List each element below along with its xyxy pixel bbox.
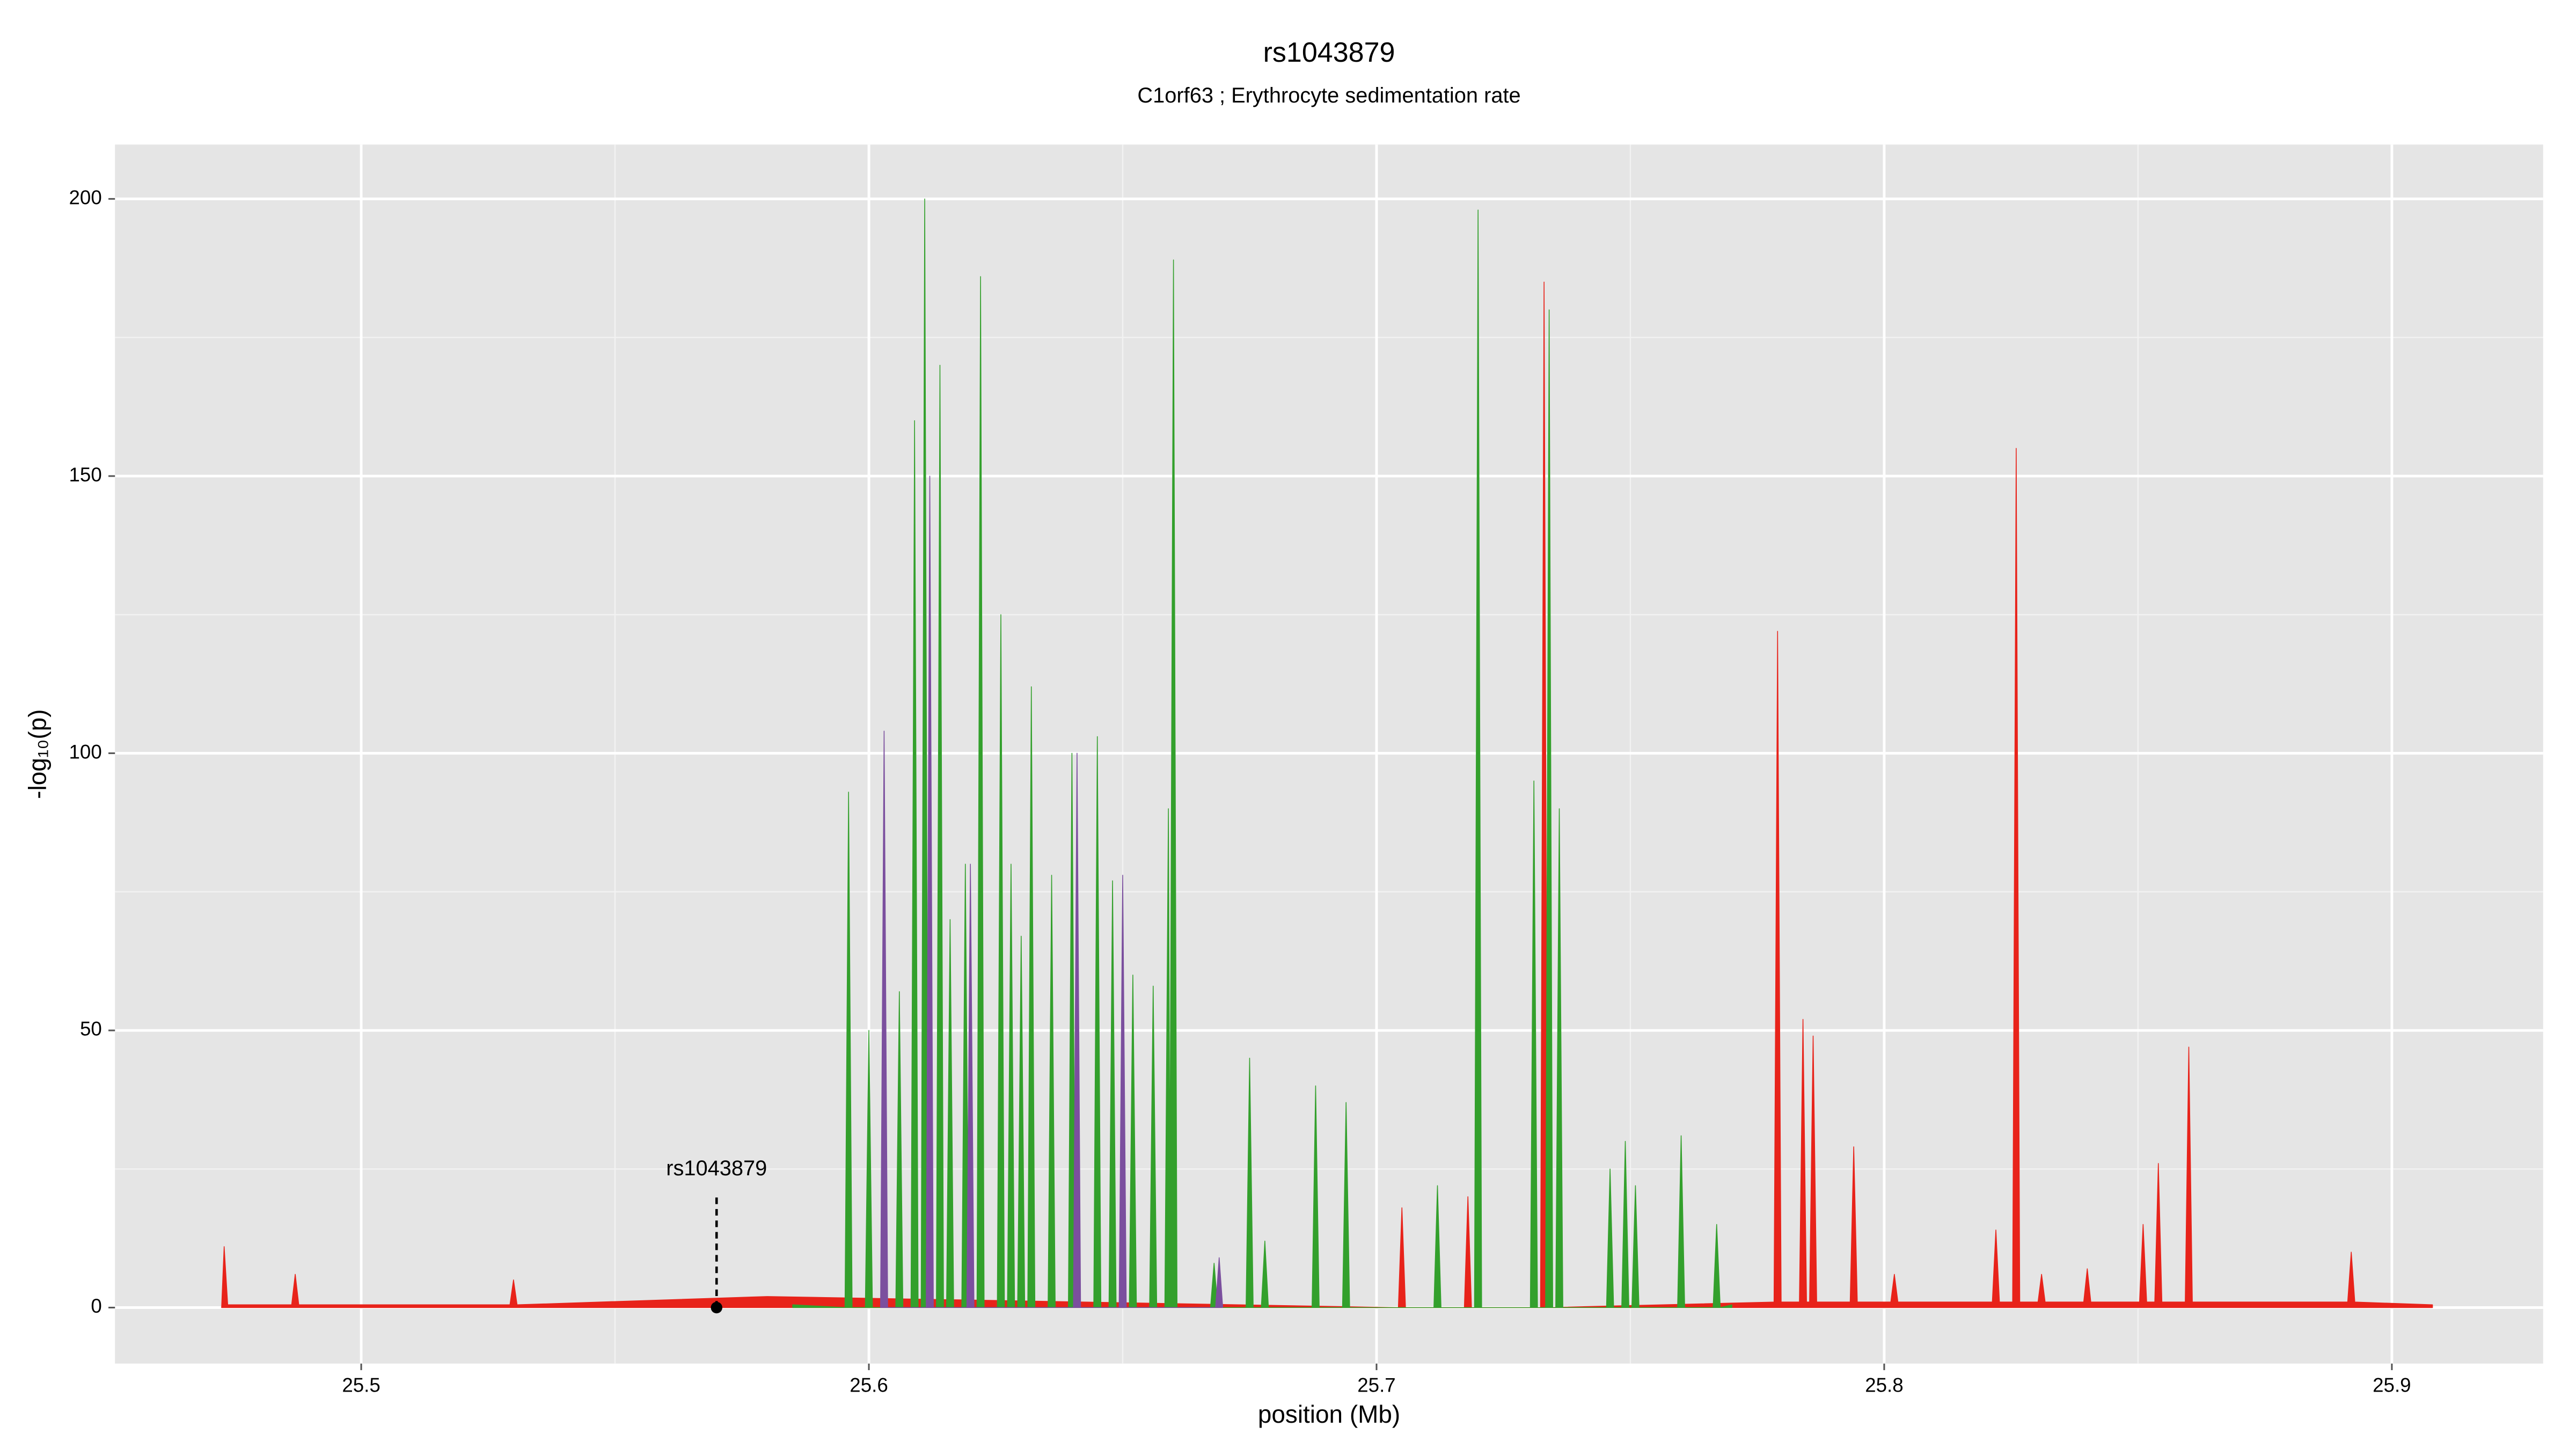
x-axis-label: position (Mb) [1258, 1400, 1400, 1428]
annotation-label: rs1043879 [666, 1157, 767, 1180]
x-tick-label: 25.8 [1865, 1374, 1903, 1396]
y-axis-label: -log₁₀(p) [24, 709, 52, 799]
annotation-point [711, 1301, 722, 1314]
y-tick-label: 0 [91, 1295, 101, 1317]
x-tick-label: 25.9 [2373, 1374, 2411, 1396]
x-tick-label: 25.6 [850, 1374, 888, 1396]
x-tick-label: 25.5 [342, 1374, 380, 1396]
y-tick-label: 150 [69, 464, 102, 486]
y-tick-label: 100 [69, 741, 102, 763]
y-tick-label: 50 [80, 1018, 102, 1040]
chart-subtitle: C1orf63 ; Erythrocyte sedimentation rate [1137, 84, 1520, 107]
x-tick-label: 25.7 [1357, 1374, 1395, 1396]
area [880, 475, 1224, 1308]
chart-title: rs1043879 [1263, 37, 1395, 68]
y-tick-label: 200 [69, 186, 102, 208]
